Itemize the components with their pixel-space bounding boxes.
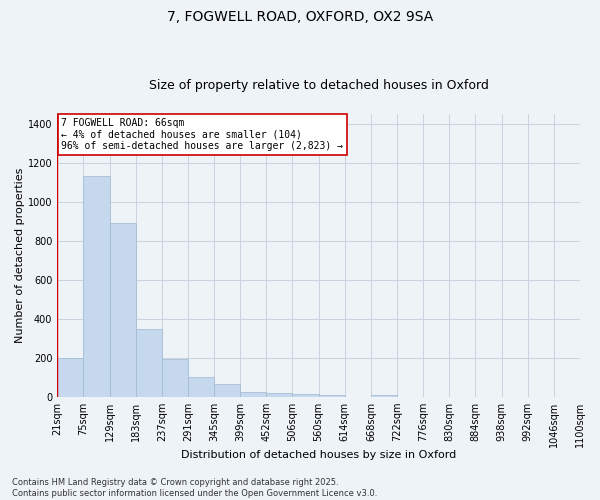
Bar (188, 376, 214, 397)
Bar (162, 359, 188, 397)
Bar (136, 329, 162, 397)
Bar (57, 358, 83, 397)
Bar (83, 176, 110, 397)
X-axis label: Distribution of detached houses by size in Oxford: Distribution of detached houses by size … (181, 450, 456, 460)
Text: 7, FOGWELL ROAD, OXFORD, OX2 9SA: 7, FOGWELL ROAD, OXFORD, OX2 9SA (167, 10, 433, 24)
Y-axis label: Number of detached properties: Number of detached properties (15, 168, 25, 343)
Bar (110, 224, 136, 397)
Title: Size of property relative to detached houses in Oxford: Size of property relative to detached ho… (149, 79, 488, 92)
Text: 7 FOGWELL ROAD: 66sqm
← 4% of detached houses are smaller (104)
96% of semi-deta: 7 FOGWELL ROAD: 66sqm ← 4% of detached h… (61, 118, 343, 152)
Text: Contains HM Land Registry data © Crown copyright and database right 2025.
Contai: Contains HM Land Registry data © Crown c… (12, 478, 377, 498)
Bar (319, 395, 345, 397)
Bar (371, 395, 397, 397)
Bar (214, 384, 240, 397)
Bar (266, 393, 292, 397)
Bar (240, 392, 266, 397)
Bar (292, 394, 319, 397)
